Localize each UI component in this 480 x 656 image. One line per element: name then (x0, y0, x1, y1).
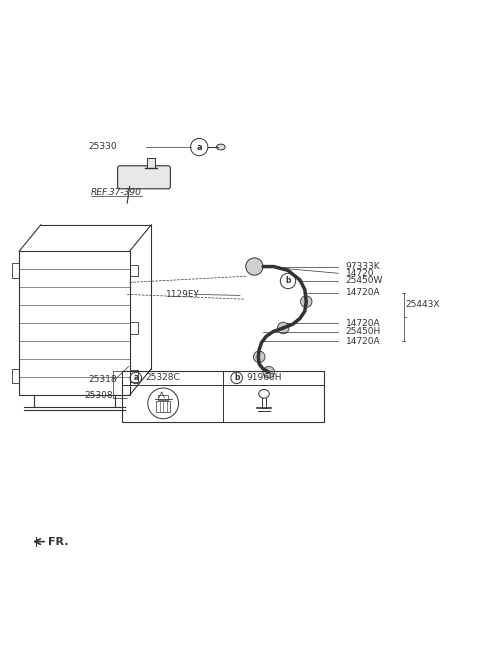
Text: 25450H: 25450H (346, 327, 381, 337)
Text: 25328C: 25328C (145, 373, 180, 382)
Text: 25308: 25308 (84, 391, 113, 400)
Text: a: a (133, 373, 138, 382)
Text: REF.37-390: REF.37-390 (91, 188, 142, 197)
Text: b: b (234, 373, 240, 382)
FancyBboxPatch shape (118, 166, 170, 189)
Circle shape (246, 258, 263, 276)
Text: a: a (196, 142, 202, 152)
Text: b: b (285, 276, 291, 285)
Text: 14720A: 14720A (346, 319, 380, 328)
Bar (156, 401, 170, 412)
Bar (130, 322, 138, 334)
Bar (19, 251, 130, 395)
Text: 25318: 25318 (89, 375, 118, 384)
Text: 25450W: 25450W (346, 276, 383, 285)
Text: 91960H: 91960H (246, 373, 282, 382)
Circle shape (263, 367, 275, 378)
Bar (130, 264, 138, 276)
Bar (12, 369, 19, 383)
Text: 14720A: 14720A (346, 337, 380, 346)
Text: 25443X: 25443X (406, 300, 440, 310)
Bar (158, 395, 168, 400)
Text: 14720A: 14720A (346, 289, 380, 297)
Ellipse shape (216, 144, 225, 150)
Bar (12, 263, 19, 277)
Text: 14720: 14720 (346, 269, 374, 277)
Text: 97333K: 97333K (346, 262, 380, 271)
Bar (122, 371, 324, 422)
Bar (130, 370, 138, 382)
Text: FR.: FR. (48, 537, 69, 546)
Text: 25330: 25330 (89, 142, 118, 151)
Circle shape (300, 296, 312, 308)
Text: 1129EY: 1129EY (166, 290, 200, 299)
Bar (147, 157, 155, 168)
Circle shape (253, 351, 265, 363)
Circle shape (277, 322, 289, 334)
